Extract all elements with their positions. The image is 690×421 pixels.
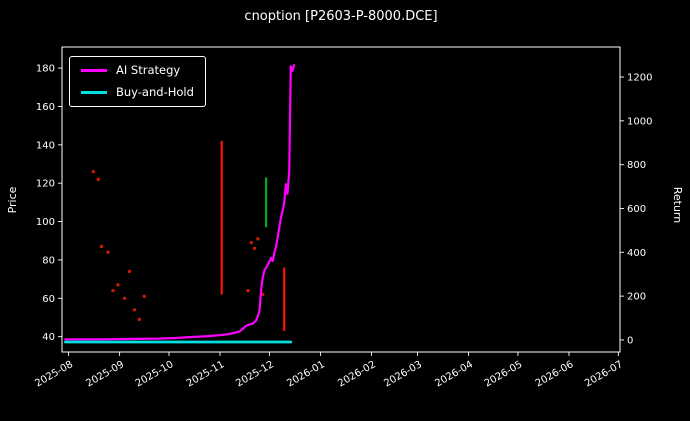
series-line-ai-strategy	[64, 64, 296, 341]
trade-marker	[137, 317, 142, 322]
date-tick-label: 2026-06	[534, 359, 576, 389]
date-tick-label: 2025-09	[84, 359, 126, 389]
legend-item-ai-strategy: AI Strategy	[81, 63, 194, 77]
trade-marker	[127, 269, 132, 274]
price-tick-label: 160	[36, 102, 55, 113]
trade-marker	[252, 246, 257, 251]
price-tick-label: 80	[42, 255, 55, 266]
y-axis-right-ticks: 0 200 400 600 800 1000 1200	[620, 73, 652, 346]
price-tick-label: 40	[42, 332, 55, 343]
trade-marker	[142, 294, 147, 299]
date-tick-label: 2025-08	[33, 359, 75, 389]
date-tick-label: 2026-07	[583, 359, 625, 389]
legend-item-buy-and-hold: Buy-and-Hold	[81, 84, 194, 99]
scatter-markers	[91, 169, 265, 322]
return-tick-label: 200	[627, 292, 646, 303]
trade-marker	[246, 288, 250, 293]
legend-label-buy-and-hold: Buy-and-Hold	[116, 84, 194, 99]
return-tick-label: 0	[627, 335, 633, 346]
x-axis-ticks: 2025-08 2025-09 2025-10 2025-11 2025-12 2026-…	[33, 352, 625, 389]
date-tick-label: 2026-01	[285, 359, 327, 389]
date-tick-label: 2025-10	[134, 359, 176, 389]
legend: AI Strategy Buy-and-Hold	[69, 56, 206, 107]
trade-marker	[256, 237, 260, 241]
trade-marker	[99, 244, 104, 249]
price-tick-label: 100	[36, 217, 55, 228]
trade-marker	[91, 169, 95, 174]
date-tick-label: 2026-03	[382, 359, 424, 389]
return-tick-label: 1000	[627, 116, 652, 127]
price-change-bars	[220, 140, 286, 331]
price-tick-label: 180	[36, 64, 55, 75]
price-tick-label: 60	[42, 294, 55, 305]
return-tick-label: 400	[627, 248, 646, 259]
chart-title: cnoption [P2603-P-8000.DCE]	[244, 9, 438, 24]
trade-marker	[132, 308, 137, 312]
ai-strategy-line-swatch	[81, 69, 107, 73]
return-tick-label: 800	[627, 160, 646, 171]
date-tick-label: 2025-12	[234, 359, 276, 389]
series-lines	[63, 64, 296, 344]
date-tick-label: 2025-11	[185, 359, 227, 389]
date-tick-label: 2026-02	[336, 359, 378, 389]
price-tick-label: 120	[36, 179, 55, 190]
trade-marker	[116, 283, 120, 287]
return-tick-label: 1200	[627, 73, 652, 84]
trade-marker	[122, 296, 127, 300]
trade-marker	[111, 288, 115, 293]
legend-label-ai-strategy: AI Strategy	[116, 63, 181, 77]
trade-marker	[106, 250, 110, 254]
price-tick-label: 140	[36, 140, 55, 151]
y-axis-left-ticks: 40 60 80 100 120 140 160 180	[36, 64, 62, 343]
date-tick-label: 2026-04	[433, 359, 475, 389]
plot-border	[61, 46, 621, 353]
trade-marker	[96, 177, 100, 182]
trade-marker	[249, 240, 253, 245]
buy-and-hold-line-swatch	[81, 90, 107, 94]
date-tick-label: 2026-05	[483, 359, 525, 389]
trade-marker	[261, 292, 265, 297]
return-tick-label: 600	[627, 204, 646, 215]
